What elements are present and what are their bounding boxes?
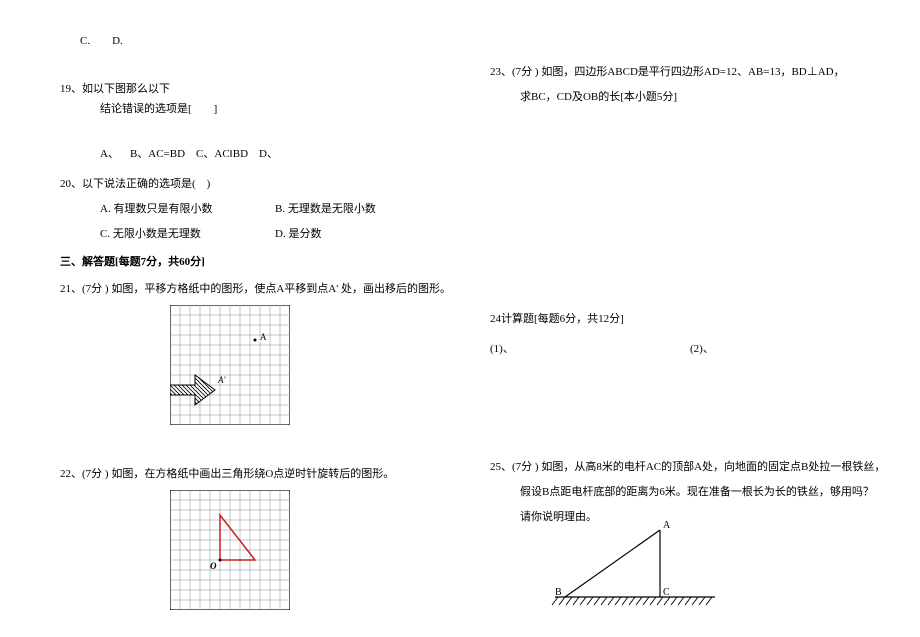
q23-line1: 23、(7分 ) 如图，四边形ABCD是平行四边形AD=12、AB=13，BD⊥… [490,63,845,79]
q24-sub1: (1)、 [490,340,514,356]
svg-text:A: A [260,332,267,342]
q20-d: D. 是分数 [275,225,321,241]
section-3: 三、解答题[每题7分，共60分] [60,253,205,269]
q25-line2: 假设B点距电杆底部的距离为6米。现在准备一根长为长的铁丝，够用吗？ [520,483,874,499]
svg-text:B: B [555,587,562,598]
q19-line2: 结论错误的选项是[ ] [100,100,217,116]
q21-figure: A' A [170,305,290,425]
q25-triangle-svg: A B C [550,515,720,615]
q19-opts: A、 B、AC=BD C、AC‖BD D、 [100,145,278,161]
p18-cd: C. D. [80,35,123,47]
q22-figure: O [170,490,290,610]
svg-text:A': A' [217,375,226,385]
q20-b: B. 无理数是无限小数 [275,200,376,216]
q20-a: A. 有理数只是有限小数 [100,200,212,216]
q19-line1: 19、如以下图那么以下 [60,80,170,96]
q21-stem: 21、(7分 ) 如图，平移方格纸中的图形，使点A平移到点A' 处，画出移后的图… [60,280,451,296]
q25-line1: 25、(7分 ) 如图，从高8米的电杆AC的顶部A处，向地面的固定点B处拉一根铁… [490,458,885,474]
q24-line1: 24计算题[每题6分，共12分] [490,310,624,326]
q24-sub2: (2)、 [690,340,714,356]
q25-figure: A B C [550,515,720,615]
q20-c: C. 无限小数是无理数 [100,225,201,241]
q20-stem: 20、以下说法正确的选项是( ) [60,175,210,191]
svg-text:A: A [663,520,671,531]
q21-grid-svg: A' A [170,305,290,425]
q22-stem: 22、(7分 ) 如图，在方格纸中画出三角形绕O点逆时针旋转后的图形。 [60,465,394,481]
q22-grid-svg: O [170,490,290,610]
q23-line2: 求BC，CD及OB的长[本小题5分] [520,88,677,104]
svg-text:O: O [210,561,217,571]
svg-text:C: C [663,587,670,598]
